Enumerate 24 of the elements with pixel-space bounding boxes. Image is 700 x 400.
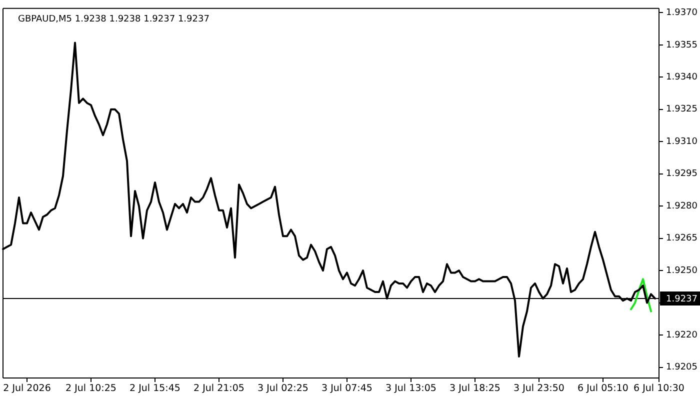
y-tick-label: 1.9325 bbox=[666, 104, 698, 115]
y-tick-label: 1.9280 bbox=[666, 201, 698, 212]
x-tick-label: 3 Jul 23:50 bbox=[514, 383, 564, 394]
y-tick-label: 1.9340 bbox=[666, 72, 698, 83]
y-tick-label: 1.9355 bbox=[666, 40, 698, 50]
y-tick-label: 1.9250 bbox=[666, 266, 698, 276]
x-tick-label: 2 Jul 10:25 bbox=[66, 383, 116, 394]
x-tick-label: 2 Jul 2026 bbox=[3, 383, 51, 394]
y-tick-label: 1.9370 bbox=[666, 8, 698, 18]
x-tick-label: 2 Jul 15:45 bbox=[130, 383, 180, 394]
y-tick-label: 1.9310 bbox=[666, 136, 698, 147]
x-tick-label: 3 Jul 07:45 bbox=[322, 383, 372, 394]
x-tick-label: 6 Jul 05:10 bbox=[578, 383, 628, 394]
ref-line-label: 1.9237 bbox=[666, 294, 698, 304]
x-tick-label: 2 Jul 21:05 bbox=[194, 383, 244, 394]
x-tick-label: 3 Jul 13:05 bbox=[386, 383, 436, 394]
x-tick-label: 6 Jul 10:30 bbox=[634, 383, 684, 394]
x-tick-label: 3 Jul 02:25 bbox=[258, 383, 308, 394]
x-tick-label: 3 Jul 18:25 bbox=[450, 383, 500, 394]
text: GBPAUD,M5 1.9238 1.9238 1.9237 1.9237 bbox=[18, 14, 210, 25]
y-tick-label: 1.9265 bbox=[666, 234, 698, 244]
y-tick-label: 1.9220 bbox=[666, 330, 698, 340]
y-tick-label: 1.9295 bbox=[666, 169, 698, 180]
y-tick-label: 1.9205 bbox=[666, 362, 698, 373]
